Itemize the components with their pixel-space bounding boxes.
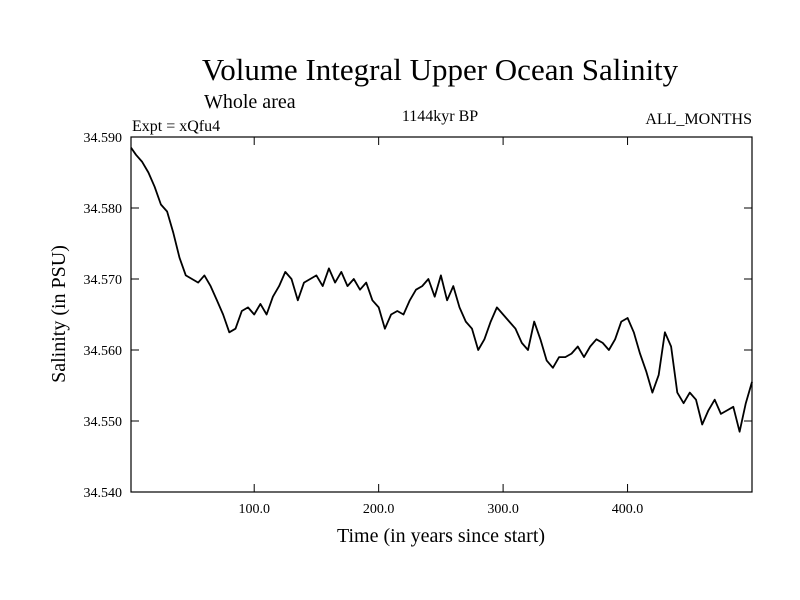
x-tick-label: 100.0 — [238, 502, 270, 517]
y-axis-tick-labels: 34.540 34.550 34.560 34.570 34.580 34.590 — [84, 131, 123, 501]
y-tick-label: 34.560 — [84, 344, 123, 359]
time-period-label: 1144kyr BP — [402, 108, 478, 125]
y-tick-label: 34.580 — [84, 202, 123, 217]
chart-title: Volume Integral Upper Ocean Salinity — [202, 52, 679, 87]
months-label: ALL_MONTHS — [645, 111, 752, 128]
y-tick-label: 34.590 — [84, 131, 123, 146]
salinity-series-line — [130, 147, 753, 433]
y-axis-label: Salinity (in PSU) — [48, 245, 70, 383]
x-tick-label: 300.0 — [487, 502, 519, 517]
x-axis-ticks — [253, 137, 629, 492]
y-axis-ticks — [131, 136, 752, 493]
y-tick-label: 34.540 — [84, 486, 123, 501]
chart-subtitle: Whole area — [204, 91, 296, 113]
plot-frame — [130, 136, 753, 493]
experiment-label: Expt = xQfu4 — [132, 118, 220, 135]
x-tick-label: 200.0 — [363, 502, 395, 517]
y-tick-label: 34.550 — [84, 415, 123, 430]
x-axis-label: Time (in years since start) — [337, 525, 545, 547]
x-tick-label: 400.0 — [612, 502, 644, 517]
x-axis-tick-labels: 100.0 200.0 300.0 400.0 — [238, 502, 643, 517]
y-tick-label: 34.570 — [84, 273, 123, 288]
